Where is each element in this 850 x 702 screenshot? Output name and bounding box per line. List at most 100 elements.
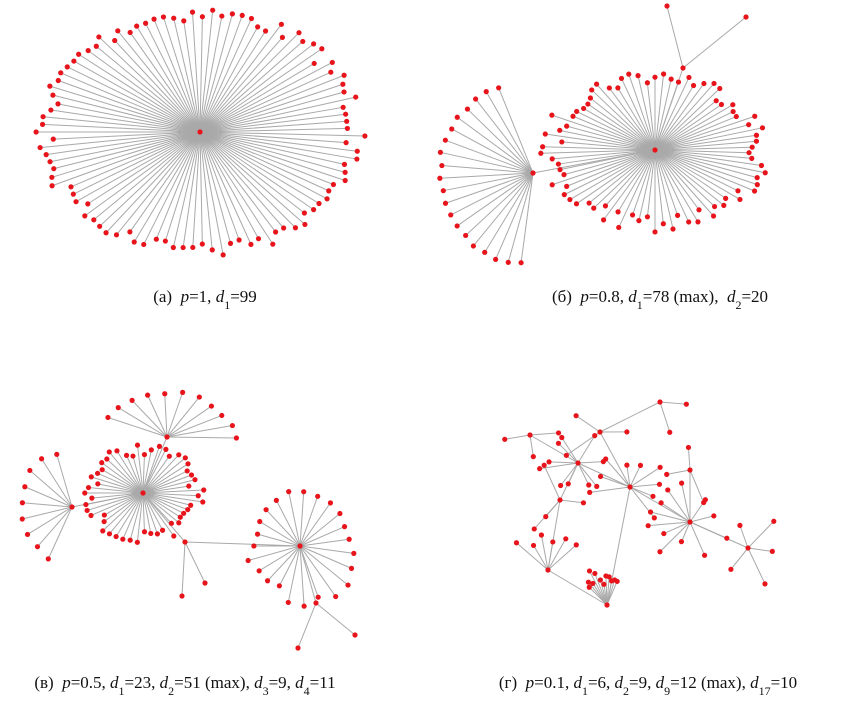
node (85, 484, 92, 491)
edge (52, 94, 201, 133)
node (342, 177, 348, 184)
node (563, 536, 569, 542)
caption-part: 2 (735, 298, 741, 312)
edge (628, 73, 656, 151)
edge (142, 436, 168, 494)
edge (73, 60, 201, 133)
node (723, 195, 729, 201)
node (160, 14, 167, 20)
node (112, 37, 118, 44)
caption-part: p (61, 673, 71, 692)
edge (199, 131, 334, 185)
node (555, 430, 562, 436)
node (245, 557, 251, 564)
node (590, 580, 596, 587)
node (644, 214, 651, 220)
node (51, 166, 57, 172)
edge (626, 465, 631, 488)
node (248, 241, 254, 247)
caption-part: d (254, 673, 263, 692)
edge (103, 492, 144, 522)
node (49, 183, 55, 189)
edge (559, 149, 656, 171)
edge (654, 134, 757, 151)
node (285, 599, 291, 606)
edge (648, 521, 691, 527)
edge (654, 104, 734, 151)
caption-part: =23, (125, 673, 160, 692)
edge (247, 545, 301, 562)
node (559, 434, 565, 441)
edge (199, 24, 282, 133)
node (114, 448, 120, 454)
edge (87, 50, 201, 133)
edge (654, 149, 755, 192)
node (557, 127, 563, 133)
node (315, 594, 321, 600)
edge (299, 526, 345, 547)
node (437, 149, 444, 155)
node (549, 112, 555, 118)
node (657, 464, 663, 470)
node (200, 499, 206, 505)
edge (199, 131, 296, 229)
node (573, 201, 580, 207)
node (753, 132, 760, 138)
edge (629, 465, 641, 488)
node (353, 94, 359, 100)
node (106, 449, 112, 455)
node (594, 483, 600, 490)
node (636, 218, 642, 224)
edge (101, 462, 144, 494)
edge (116, 131, 201, 236)
node (538, 532, 545, 538)
node (329, 59, 335, 66)
edge (199, 131, 346, 181)
caption-part: =10 (771, 673, 798, 692)
edge (650, 511, 691, 523)
edge (122, 492, 144, 540)
caption-part: d (573, 673, 582, 692)
edge (654, 100, 717, 151)
edge (129, 131, 201, 233)
edge (666, 5, 684, 69)
caption-part: 17 (759, 684, 771, 698)
edge (654, 149, 725, 206)
node (313, 600, 319, 606)
edge (654, 146, 753, 151)
edge (47, 506, 73, 560)
node (341, 161, 348, 167)
edge (445, 172, 534, 204)
caption-part: 1 (119, 684, 125, 698)
node (559, 139, 565, 145)
edge (654, 149, 700, 211)
caption-part: p (579, 287, 589, 306)
edge (90, 492, 144, 516)
node (129, 397, 135, 403)
node (47, 83, 53, 89)
edge (142, 479, 196, 494)
node (537, 466, 543, 472)
edge (689, 521, 728, 539)
node (310, 207, 317, 213)
caption: (г) p=0.1, d1=6, d2=9, d9=12 (max), d17=… (499, 673, 797, 698)
node (730, 108, 736, 115)
node (586, 584, 592, 590)
caption-part: (г) (499, 673, 526, 692)
node (220, 252, 226, 258)
node (505, 259, 511, 265)
node (449, 126, 455, 132)
edge (142, 470, 188, 494)
edge (88, 487, 144, 494)
node (549, 182, 555, 188)
node (166, 453, 172, 459)
caption-part: d (750, 673, 759, 692)
node (600, 217, 607, 223)
edge (199, 10, 214, 133)
edge (299, 545, 354, 554)
edge (199, 71, 332, 133)
node (530, 170, 536, 176)
node (286, 489, 292, 495)
edge (91, 476, 144, 494)
node (159, 527, 166, 533)
